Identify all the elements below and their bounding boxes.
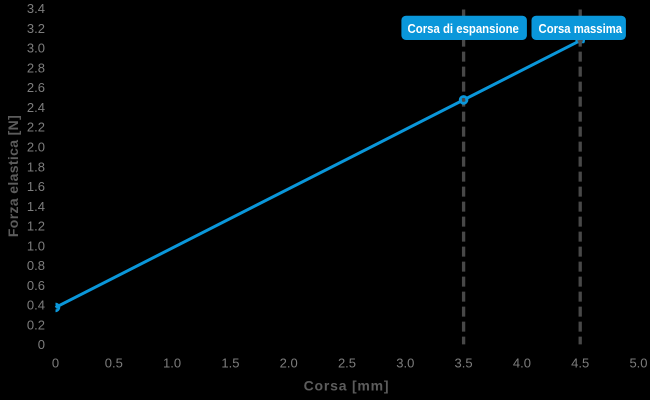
svg-text:4.0: 4.0 [513,355,531,370]
svg-text:1.8: 1.8 [27,159,45,174]
svg-text:2.6: 2.6 [27,80,45,95]
svg-text:2.2: 2.2 [27,120,45,135]
svg-text:1.0: 1.0 [27,238,45,253]
svg-text:0.6: 0.6 [27,278,45,293]
svg-text:2.0: 2.0 [280,355,298,370]
svg-text:3.0: 3.0 [27,41,45,56]
svg-text:1.4: 1.4 [27,199,45,214]
svg-text:2.5: 2.5 [338,355,356,370]
svg-text:5.0: 5.0 [629,355,647,370]
svg-text:2.4: 2.4 [27,100,45,115]
svg-text:Corsa [mm]: Corsa [mm] [304,378,390,394]
svg-text:2.8: 2.8 [27,61,45,76]
svg-text:3.4: 3.4 [27,1,45,16]
svg-text:Corsa di espansione: Corsa di espansione [408,21,519,36]
svg-text:2.0: 2.0 [27,140,45,155]
svg-text:1.6: 1.6 [27,179,45,194]
svg-text:0.2: 0.2 [27,317,45,332]
svg-text:Forza elastica [N]: Forza elastica [N] [5,115,21,237]
svg-text:3.0: 3.0 [396,355,414,370]
svg-text:0: 0 [52,355,59,370]
svg-text:3.2: 3.2 [27,21,45,36]
svg-text:0.4: 0.4 [27,298,45,313]
svg-text:0: 0 [38,337,45,352]
svg-text:0.8: 0.8 [27,258,45,273]
svg-text:Corsa massima: Corsa massima [539,21,623,36]
svg-text:4.5: 4.5 [571,355,589,370]
svg-text:1.0: 1.0 [163,355,181,370]
svg-text:3.5: 3.5 [455,355,473,370]
svg-text:1.5: 1.5 [221,355,239,370]
svg-text:0.5: 0.5 [105,355,123,370]
svg-text:1.2: 1.2 [27,219,45,234]
